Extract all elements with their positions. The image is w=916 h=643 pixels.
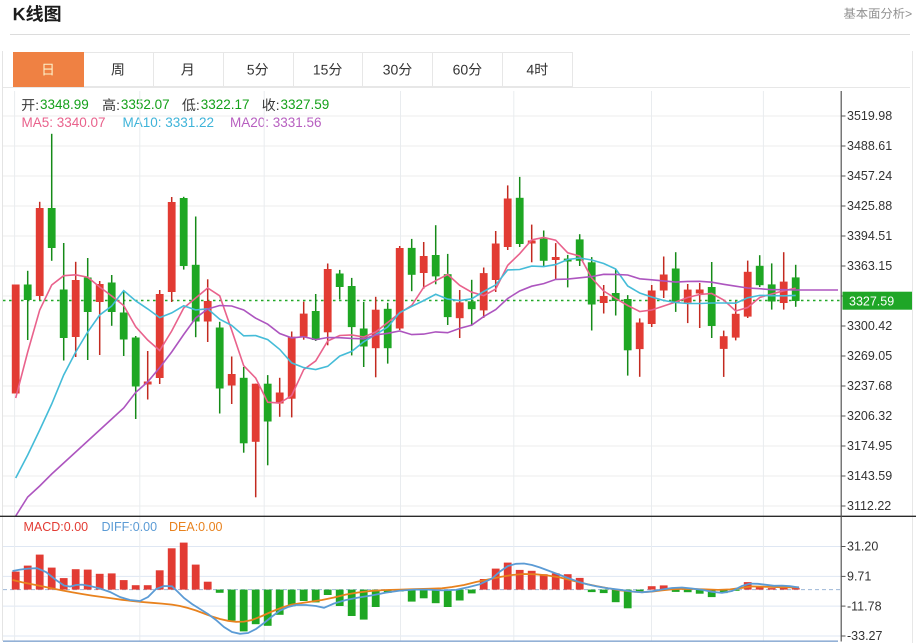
svg-text:3269.05: 3269.05 — [847, 349, 892, 363]
svg-text:3327.59: 3327.59 — [849, 294, 894, 308]
svg-text:3112.22: 3112.22 — [847, 499, 891, 513]
svg-text:3143.59: 3143.59 — [847, 469, 892, 483]
svg-text:-11.78: -11.78 — [847, 599, 882, 613]
svg-text:31.20: 31.20 — [847, 540, 878, 554]
svg-text:-33.27: -33.27 — [847, 629, 882, 643]
svg-text:3237.68: 3237.68 — [847, 379, 892, 393]
svg-text:3206.32: 3206.32 — [847, 409, 892, 423]
svg-text:3363.15: 3363.15 — [847, 259, 892, 273]
svg-text:3488.61: 3488.61 — [847, 139, 892, 153]
svg-text:3174.95: 3174.95 — [847, 439, 892, 453]
svg-text:3519.98: 3519.98 — [847, 109, 892, 123]
svg-text:3457.24: 3457.24 — [847, 169, 892, 183]
svg-text:3394.51: 3394.51 — [847, 229, 892, 243]
svg-text:3425.88: 3425.88 — [847, 199, 892, 213]
svg-text:9.71: 9.71 — [847, 570, 871, 584]
svg-text:3300.42: 3300.42 — [847, 319, 892, 333]
